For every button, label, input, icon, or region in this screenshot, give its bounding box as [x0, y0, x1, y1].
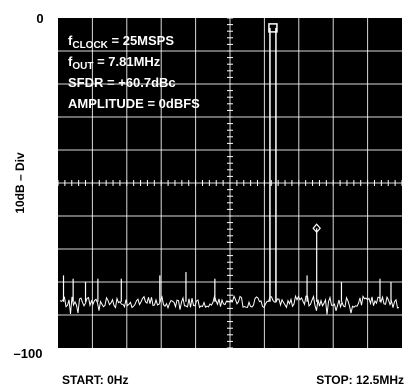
y-bottom-label: –100 [14, 346, 43, 361]
noise-spurs [62, 272, 392, 302]
fundamental-tone [268, 23, 278, 302]
x-stop-label: STOP: 12.5MHz [316, 373, 404, 387]
y-top-label: 0 [36, 11, 43, 26]
clock-rate-label: fCLOCK = 25MSPS [68, 33, 174, 51]
spur-marker [312, 223, 321, 234]
center-axis-ticks [57, 17, 403, 349]
fundamental-marker [268, 23, 278, 33]
amplitude-label: AMPLITUDE = 0dBFS [68, 96, 200, 111]
x-start-label: START: 0Hz [62, 373, 128, 387]
y-axis-label: 10dB – Div [13, 152, 27, 214]
noise-floor-trace [59, 294, 400, 315]
output-frequency-label: fOUT = 7.81MHz [68, 54, 161, 72]
highest-spur [312, 223, 321, 302]
sfdr-label: SFDR = +60.7dBc [68, 75, 176, 90]
